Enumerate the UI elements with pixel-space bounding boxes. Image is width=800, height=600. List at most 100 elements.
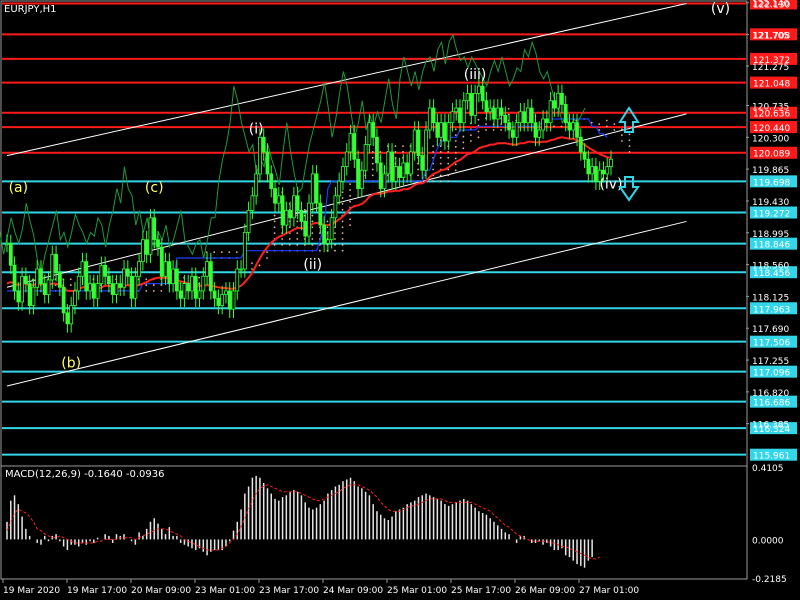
cloud-dot <box>553 125 555 128</box>
candle-body <box>465 93 470 102</box>
candle-body <box>280 195 285 226</box>
candle-body <box>224 290 228 295</box>
candle-body <box>110 283 115 295</box>
candle-body <box>575 122 579 138</box>
candle-body <box>510 129 515 138</box>
cloud-dot <box>605 119 608 122</box>
candle-body <box>57 272 62 288</box>
cloud-dot <box>485 129 487 131</box>
candle-body <box>495 107 500 120</box>
wave-label-6: (iv) <box>599 177 622 193</box>
cloud-dot <box>439 174 442 177</box>
candle-body <box>299 210 304 222</box>
candle-body <box>107 275 111 285</box>
cloud-dot <box>628 139 631 142</box>
arrow-down-icon <box>618 176 640 202</box>
cloud-dot <box>507 107 510 110</box>
cloud-dot <box>371 162 374 165</box>
cloud-dot <box>500 129 502 131</box>
candle-body <box>20 275 25 303</box>
y-tick-label-4: 120.300 <box>752 134 789 144</box>
cloud-dot <box>371 156 374 159</box>
cloud-dot <box>288 226 291 229</box>
cloud-dot <box>560 125 563 128</box>
candle-body <box>254 173 259 197</box>
candle-body <box>341 166 345 182</box>
y-tick-label-7: 118.995 <box>752 230 789 240</box>
candle-body <box>405 162 410 175</box>
cloud-dot <box>628 145 631 147</box>
candle-body <box>473 93 478 116</box>
candle-body <box>601 169 606 175</box>
cloud-dot <box>447 162 450 165</box>
cloud-dot <box>447 174 450 177</box>
resistance-level-1-label: 121.708 <box>753 31 790 41</box>
candle-body <box>427 107 432 131</box>
candle-body <box>186 283 191 292</box>
wave-label-4: (ii) <box>303 257 322 273</box>
cloud-dot <box>462 135 465 138</box>
candle-body <box>375 136 379 164</box>
cloud-dot <box>319 249 321 252</box>
candle-body <box>156 239 160 248</box>
macd-y-tick-label-2: -0.2185 <box>752 575 787 585</box>
cloud-dot <box>379 151 382 153</box>
cloud-dot <box>281 238 284 240</box>
cloud-dot <box>145 290 148 292</box>
candle-body <box>69 305 74 325</box>
candle-body <box>541 118 545 131</box>
support-level-3-label: 118.456 <box>753 269 790 279</box>
candle-body <box>182 283 187 299</box>
cloud-dot <box>621 140 623 142</box>
candle-body <box>12 264 17 292</box>
cloud-dot <box>311 232 314 235</box>
cloud-dot <box>439 180 442 183</box>
support-level-8-tag <box>750 422 797 435</box>
cloud-dot <box>160 290 163 292</box>
candle-body <box>42 283 47 295</box>
candle-body <box>386 151 391 175</box>
time-axis: 19 Mar 2020 19 Mar 17:00 20 Mar 09:00 23 Ma… <box>2 579 639 596</box>
cloud-dot <box>605 125 608 128</box>
cloud-dot <box>145 284 148 286</box>
trend-channel <box>6 2 687 387</box>
price-series <box>5 77 613 333</box>
resistance-level-2-label: 121.372 <box>753 56 790 66</box>
cloud-dot <box>349 183 351 186</box>
candle-body <box>382 173 387 189</box>
cloud-dot <box>462 147 465 150</box>
candle-body <box>503 114 508 124</box>
candle-body <box>159 246 164 277</box>
candle-body <box>122 268 126 288</box>
cloud-dot <box>273 232 276 235</box>
cloud-dot <box>349 189 351 191</box>
candle-body <box>397 166 402 178</box>
symbol-label: EURJPY,H1 <box>4 4 57 15</box>
cloud-dot <box>349 212 351 215</box>
candle-body <box>378 162 383 189</box>
candle-body <box>310 173 315 204</box>
cloud-dot <box>69 278 72 281</box>
cloud-dot <box>447 180 450 183</box>
candle-body <box>174 268 179 292</box>
candle-body <box>95 283 100 299</box>
candle-body <box>5 242 9 245</box>
candle-body <box>352 133 357 160</box>
candle-body <box>265 151 270 175</box>
candle-body <box>273 188 277 204</box>
cloud-dot <box>341 238 344 240</box>
y-tick-label-0: 122.140 <box>752 0 789 10</box>
candle-body <box>242 232 247 270</box>
candle-body <box>412 129 417 153</box>
y-tick-label-10: 117.690 <box>752 325 789 335</box>
y-tick-label-6: 119.430 <box>752 198 789 208</box>
candle-body <box>227 290 232 310</box>
cloud-dot <box>349 218 351 221</box>
candle-body <box>318 202 323 226</box>
cloud-dot <box>621 128 623 131</box>
cloud-dot <box>454 128 457 131</box>
cloud-dot <box>296 243 299 246</box>
x-tick-label-6: 25 Mar 01:00 <box>387 586 447 596</box>
candle-body <box>424 129 428 171</box>
